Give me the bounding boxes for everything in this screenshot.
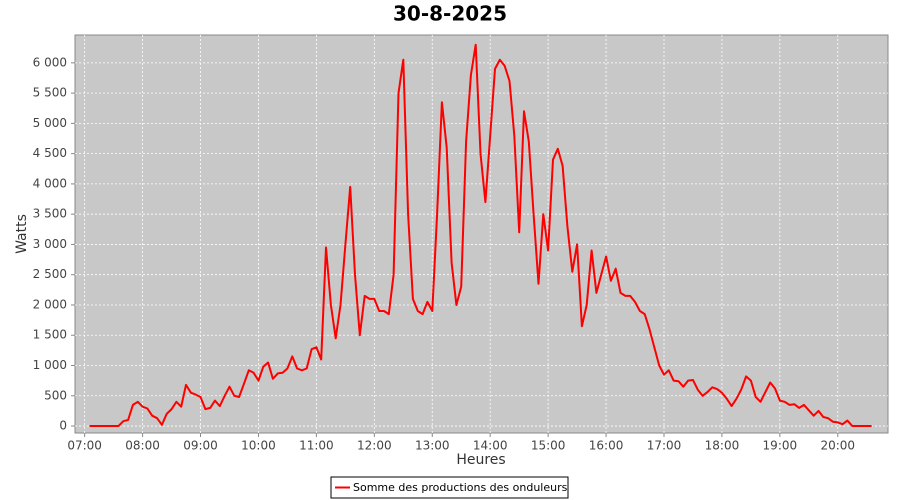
x-tick-label: 10:00 bbox=[241, 439, 276, 453]
x-tick-label: 20:00 bbox=[820, 439, 855, 453]
x-tick-label: 08:00 bbox=[125, 439, 160, 453]
x-tick-label: 11:00 bbox=[299, 439, 334, 453]
legend-box bbox=[330, 476, 569, 499]
y-tick-label: 4 000 bbox=[33, 176, 67, 190]
y-tick-label: 3 500 bbox=[33, 207, 67, 221]
x-axis-label: Heures bbox=[456, 452, 505, 468]
y-tick-label: 3 000 bbox=[33, 237, 67, 251]
x-tick-label: 09:00 bbox=[183, 439, 218, 453]
y-tick-label: 500 bbox=[44, 388, 67, 402]
x-tick-label: 17:00 bbox=[647, 439, 682, 453]
x-tick-label: 15:00 bbox=[531, 439, 566, 453]
y-tick-label: 5 500 bbox=[33, 86, 67, 100]
line bbox=[89, 43, 872, 427]
y-tick-label: 2 000 bbox=[33, 297, 67, 311]
x-tick-label: 12:00 bbox=[357, 439, 392, 453]
y-tick-label: 2 500 bbox=[33, 267, 67, 281]
x-tick-label: 18:00 bbox=[705, 439, 740, 453]
y-tick-label: 0 bbox=[59, 419, 67, 433]
chart-title: 30-8-2025 bbox=[393, 2, 507, 26]
y-tick-label: 1 500 bbox=[33, 328, 67, 342]
x-tick-label: 16:00 bbox=[589, 439, 624, 453]
x-tick-label: 07:00 bbox=[67, 439, 102, 453]
x-tick-label: 13:00 bbox=[415, 439, 450, 453]
y-axis-label: Watts bbox=[14, 214, 30, 254]
y-tick-label: 5 000 bbox=[33, 116, 67, 130]
y-tick-label: 4 500 bbox=[33, 146, 67, 160]
legend-label: Somme des productions des onduleurs bbox=[353, 481, 568, 494]
y-tick-label: 1 000 bbox=[33, 358, 67, 372]
x-tick-label: 14:00 bbox=[473, 439, 508, 453]
x-tick-label: 19:00 bbox=[763, 439, 798, 453]
y-tick-label: 6 000 bbox=[33, 55, 67, 69]
plot-area bbox=[74, 34, 889, 434]
